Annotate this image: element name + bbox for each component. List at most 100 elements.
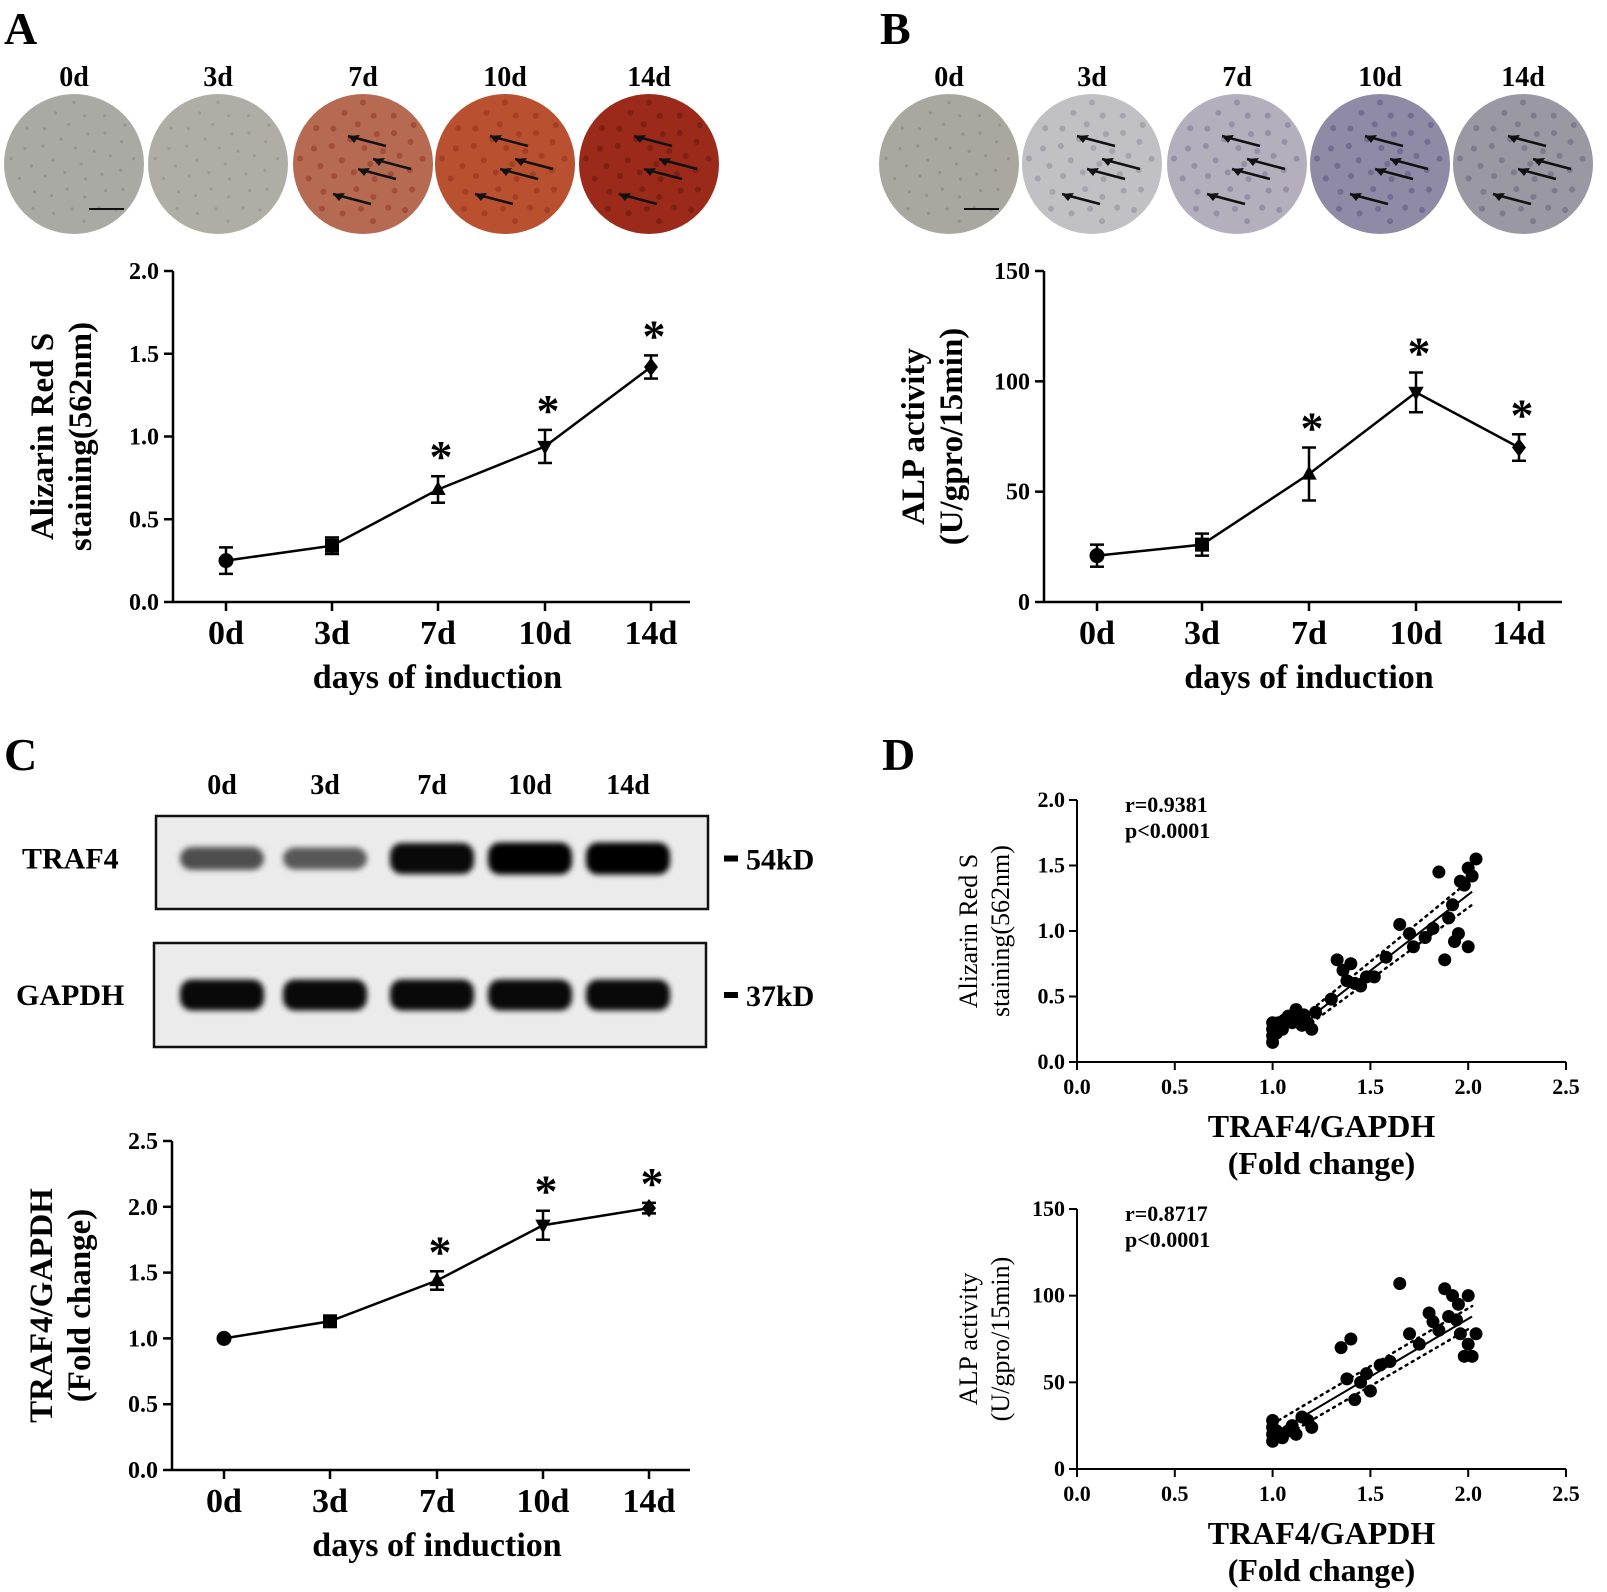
micrograph-texture xyxy=(1547,171,1554,178)
micrograph-texture xyxy=(1120,187,1127,194)
micrograph-14d xyxy=(579,94,719,234)
micrograph-texture xyxy=(994,168,998,172)
micrograph-texture xyxy=(1531,176,1538,183)
micrograph-texture xyxy=(195,158,199,162)
micrograph-texture xyxy=(230,132,234,136)
y-tick-label: 150 xyxy=(994,259,1030,285)
micrograph-texture xyxy=(682,152,689,159)
micrograph-texture xyxy=(1375,205,1382,212)
micrograph-texture xyxy=(561,155,568,162)
micrograph-texture xyxy=(1283,186,1290,193)
micrograph-texture xyxy=(370,193,377,200)
micrograph-texture xyxy=(9,156,13,161)
micrograph-texture xyxy=(244,172,248,176)
micrograph-texture xyxy=(599,125,606,132)
micrograph-texture xyxy=(954,162,958,166)
micrograph-texture xyxy=(353,186,360,193)
data-point-3d xyxy=(323,1314,337,1329)
micrograph-texture xyxy=(1184,145,1191,152)
x-tick-label: 0.0 xyxy=(1063,1074,1091,1099)
arrow-head-icon xyxy=(1350,193,1362,201)
micrograph-texture xyxy=(391,187,398,194)
x-tick-label: 3d xyxy=(314,615,350,652)
data-point-7d xyxy=(429,1272,445,1287)
micrograph-texture xyxy=(263,168,267,172)
micrograph-texture xyxy=(705,155,712,162)
micrograph-texture xyxy=(653,161,660,167)
micrograph-texture xyxy=(509,161,516,167)
x-tick-label: 1.0 xyxy=(1259,1481,1287,1506)
micrograph-texture xyxy=(1131,206,1138,213)
micrograph-texture xyxy=(63,170,67,175)
y-tick-label: 0.0 xyxy=(128,1458,158,1484)
chart-traf4-line: 0.0 0.5 1.0 1.5 2.0 2.5 0d 3d 7d 10d 14d days of in… xyxy=(24,1129,690,1564)
micrograph-10d xyxy=(435,94,575,234)
micrograph-texture xyxy=(1540,148,1547,155)
marker-tick xyxy=(724,855,738,862)
blot-band xyxy=(390,979,474,1011)
micrograph-texture xyxy=(893,176,897,181)
micrograph-texture xyxy=(43,174,47,178)
scatter-point xyxy=(1305,1420,1319,1434)
y-tick-label: 0.5 xyxy=(128,1392,158,1418)
data-point-10d xyxy=(535,1219,551,1234)
micrograph-texture xyxy=(481,210,488,217)
blot-row-label: GAPDH xyxy=(16,979,124,1012)
micrograph-texture xyxy=(1099,218,1106,225)
micrograph-texture xyxy=(1551,187,1558,194)
micrograph-texture xyxy=(263,140,268,144)
micrograph-texture xyxy=(483,109,490,116)
p-value: p<0.0001 xyxy=(1125,818,1210,843)
micrograph-texture xyxy=(227,114,231,118)
micrograph-texture xyxy=(1006,157,1011,161)
micrograph-texture xyxy=(673,171,680,178)
x-tick-label: 0.5 xyxy=(1161,1074,1189,1099)
data-point-0d xyxy=(1089,548,1105,564)
micrograph-texture xyxy=(123,123,127,127)
data-point-14d xyxy=(1512,438,1526,457)
micrograph-texture xyxy=(948,146,953,150)
micrograph-texture xyxy=(1480,188,1487,195)
scatter-point xyxy=(1418,931,1432,945)
micrograph-texture xyxy=(904,164,909,168)
x-tick-label: 0d xyxy=(206,1483,242,1520)
arrow-head-icon xyxy=(644,168,656,176)
micrograph-texture xyxy=(512,112,519,119)
scatter-point xyxy=(1266,1413,1280,1427)
micrograph-texture xyxy=(614,142,621,149)
micrograph-texture xyxy=(50,194,54,198)
micrograph-texture xyxy=(1034,175,1041,182)
y-tick-label: 2.0 xyxy=(128,1195,158,1221)
micrograph-texture xyxy=(51,211,56,215)
micrograph-texture xyxy=(402,206,409,213)
blot-lane-label: 0d xyxy=(207,770,237,801)
scatter-point xyxy=(1461,940,1475,954)
micrograph-texture xyxy=(82,219,86,223)
scatter-point xyxy=(1324,992,1338,1006)
micrograph-texture xyxy=(1070,109,1077,116)
micrograph-texture xyxy=(606,188,613,195)
micrograph-texture xyxy=(502,99,508,106)
micrograph-texture xyxy=(41,144,45,148)
micrograph-texture xyxy=(1096,161,1103,167)
arrow-head-icon xyxy=(1533,158,1545,166)
micrograph-10d xyxy=(1310,94,1450,234)
micrograph-texture xyxy=(625,210,632,217)
micrograph-texture xyxy=(640,121,647,128)
day-label-10d: 10d xyxy=(1358,62,1402,93)
x-tick-label: 2.0 xyxy=(1454,1074,1482,1099)
micrograph-texture xyxy=(70,207,74,211)
micrograph-texture xyxy=(646,99,652,106)
micrograph-texture xyxy=(1116,171,1123,178)
micrograph-texture xyxy=(42,127,46,131)
micrograph-texture xyxy=(1264,112,1271,119)
micrograph-texture xyxy=(1562,206,1569,213)
x-tick-label: 7d xyxy=(420,615,456,652)
micrograph-texture xyxy=(470,142,477,149)
arrow-head-icon xyxy=(1365,135,1377,143)
micrograph-texture xyxy=(551,186,558,193)
micrograph-texture xyxy=(338,157,345,164)
arrow-head-icon xyxy=(1518,168,1530,176)
scatter-point xyxy=(1383,1355,1397,1369)
micrograph-texture xyxy=(1436,155,1443,162)
